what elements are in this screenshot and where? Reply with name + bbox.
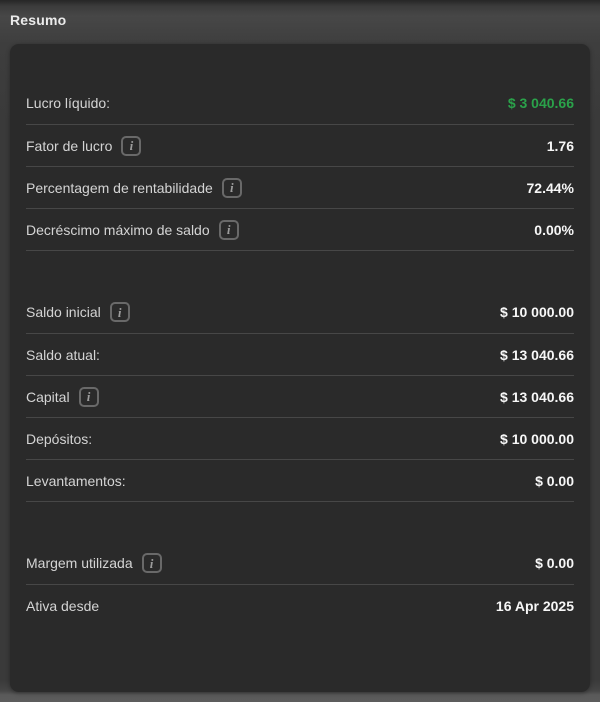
row-label: Capital	[26, 388, 70, 405]
row-label: Saldo inicial	[26, 304, 101, 320]
section-balances: Saldo inicial i $ 10 000.00 Saldo atual:…	[26, 291, 574, 502]
info-icon[interactable]: i	[121, 135, 142, 156]
row-label-wrap: Ativa desde i	[26, 598, 99, 614]
row-value: 16 Apr 2025	[495, 597, 574, 614]
row-deposits: Depósitos: i $ 10 000.00	[26, 417, 574, 459]
row-label-wrap: Depósitos: i	[26, 431, 92, 447]
row-value: 1.76	[546, 137, 574, 154]
row-net-profit: Lucro líquido: i $ 3 040.66	[26, 82, 574, 124]
row-value: $ 13 040.66	[500, 388, 574, 405]
info-icon[interactable]: i	[221, 177, 242, 198]
panel-title: Resumo	[10, 12, 67, 28]
section-account: Margem utilizada i $ 0.00 Ativa desde i …	[26, 542, 574, 626]
summary-card: Lucro líquido: i $ 3 040.66 Fator de luc…	[10, 44, 590, 692]
row-value: $ 10 000.00	[500, 430, 574, 447]
panel-header: Resumo	[0, 0, 600, 44]
row-label: Depósitos:	[26, 430, 93, 447]
section-performance: Lucro líquido: i $ 3 040.66 Fator de luc…	[26, 82, 574, 251]
row-label: Margem utilizada	[26, 555, 133, 571]
row-label: Ativa desde	[26, 597, 100, 614]
row-withdrawals: Levantamentos: i $ 0.00	[26, 459, 574, 501]
row-label: Saldo atual:	[26, 346, 100, 363]
row-profit-factor: Fator de lucro i 1.76	[26, 124, 574, 166]
row-label-wrap: Saldo atual: i	[26, 347, 100, 363]
row-value: $ 13 040.66	[500, 346, 574, 363]
info-icon[interactable]: i	[141, 553, 162, 573]
row-profitability-percent: Percentagem de rentabilidade i 72.44%	[26, 166, 574, 208]
row-equity: Capital i $ 13 040.66	[26, 375, 574, 417]
info-icon[interactable]: i	[109, 302, 130, 322]
row-label-wrap: Capital i	[26, 386, 99, 407]
row-label-wrap: Margem utilizada i	[26, 553, 162, 573]
row-label: Percentagem de rentabilidade	[26, 179, 213, 196]
info-icon[interactable]: i	[218, 219, 239, 240]
row-current-balance: Saldo atual: i $ 13 040.66	[26, 333, 574, 375]
row-label-wrap: Levantamentos: i	[26, 473, 126, 489]
row-value: 0.00%	[534, 221, 574, 238]
row-label: Levantamentos:	[26, 472, 126, 489]
row-label: Fator de lucro	[26, 137, 113, 154]
row-label: Lucro líquido:	[26, 95, 111, 111]
row-used-margin: Margem utilizada i $ 0.00	[26, 542, 574, 584]
row-label-wrap: Decréscimo máximo de saldo i	[26, 219, 239, 240]
row-value: 72.44%	[526, 179, 574, 196]
row-label-wrap: Fator de lucro i	[26, 135, 142, 156]
row-label-wrap: Lucro líquido: i	[26, 95, 110, 111]
row-label: Decréscimo máximo de saldo	[26, 221, 210, 238]
row-label-wrap: Saldo inicial i	[26, 302, 130, 322]
row-value: $ 3 040.66	[507, 95, 574, 111]
row-active-since: Ativa desde i 16 Apr 2025	[26, 584, 574, 626]
row-initial-balance: Saldo inicial i $ 10 000.00	[26, 291, 574, 333]
info-icon[interactable]: i	[78, 386, 99, 407]
row-label-wrap: Percentagem de rentabilidade i	[26, 177, 242, 198]
row-max-balance-drawdown: Decréscimo máximo de saldo i 0.00%	[26, 208, 574, 250]
row-value: $ 10 000.00	[500, 304, 574, 320]
row-value: $ 0.00	[535, 472, 574, 489]
row-value: $ 0.00	[535, 555, 574, 571]
